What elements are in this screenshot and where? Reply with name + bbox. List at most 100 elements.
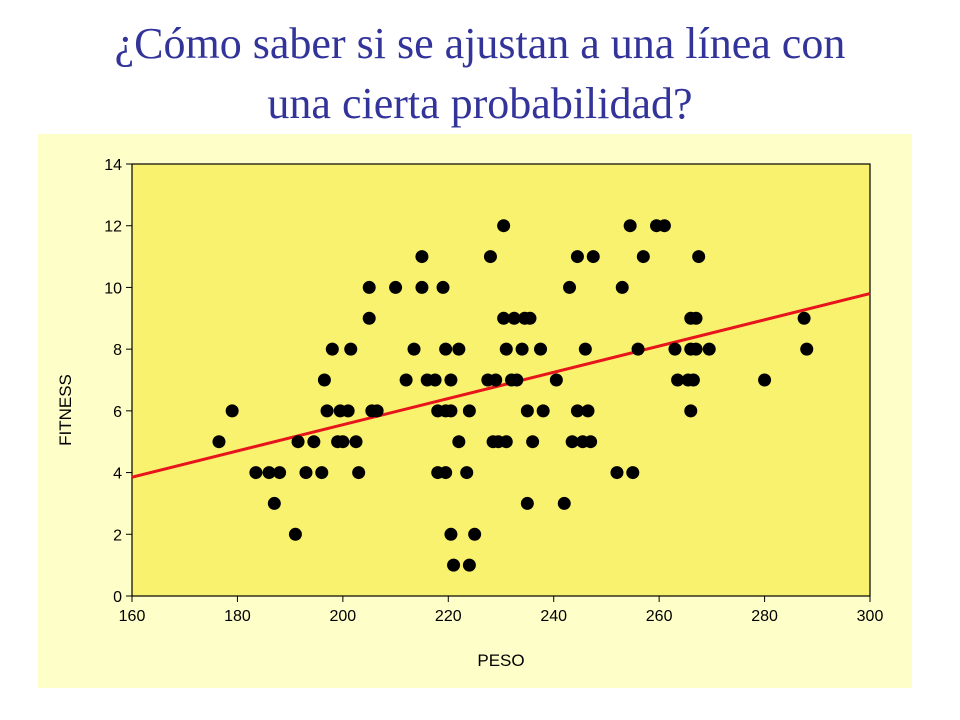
x-tick-label: 260	[646, 608, 673, 625]
x-tick-label: 220	[435, 608, 462, 625]
data-point	[407, 342, 421, 356]
trend-line	[131, 292, 871, 479]
data-point	[436, 280, 450, 294]
data-point	[684, 404, 698, 418]
x-axis-title: PESO	[477, 651, 524, 670]
data-point	[499, 435, 513, 449]
data-point	[549, 373, 563, 387]
x-tick-label: 240	[540, 608, 567, 625]
data-point	[439, 342, 453, 356]
data-point	[288, 527, 302, 541]
data-point	[447, 558, 461, 572]
data-point	[515, 342, 529, 356]
data-point	[668, 342, 682, 356]
y-tick-label: 10	[104, 280, 122, 297]
x-tick-label: 280	[751, 608, 778, 625]
data-point	[520, 404, 534, 418]
data-point	[631, 342, 645, 356]
data-point	[510, 373, 524, 387]
data-point	[692, 250, 706, 264]
data-point	[797, 311, 811, 325]
scatter-chart: 160 180 200 220 240 260 280 300 0 2 4 6 8 10 12 14 PESO F…	[56, 157, 884, 670]
data-point	[586, 250, 600, 264]
data-point	[520, 496, 534, 510]
data-point	[578, 342, 592, 356]
data-point	[536, 404, 550, 418]
x-tick-label: 300	[857, 608, 884, 625]
data-point	[452, 342, 466, 356]
data-point	[317, 373, 331, 387]
data-point	[497, 219, 511, 233]
data-point	[428, 373, 442, 387]
y-axis-title: FITNESS	[56, 374, 75, 446]
data-point	[489, 373, 503, 387]
data-point	[389, 280, 403, 294]
data-point	[439, 466, 453, 480]
data-point	[325, 342, 339, 356]
data-point	[315, 466, 329, 480]
chart-panel: 160 180 200 220 240 260 280 300 0 2 4 6 8 10 12 14 PESO F…	[38, 134, 912, 688]
data-point	[399, 373, 413, 387]
slide-title: ¿Cómo saber si se ajustan a una línea co…	[0, 14, 960, 134]
x-tick-label: 180	[224, 608, 251, 625]
y-tick-label: 8	[113, 342, 122, 359]
data-point	[610, 466, 624, 480]
x-tick-label: 200	[330, 608, 357, 625]
data-point	[581, 404, 595, 418]
data-point	[362, 311, 376, 325]
data-point	[462, 558, 476, 572]
slide-title-line-2: una cierta probabilidad?	[267, 79, 693, 128]
data-point	[507, 311, 521, 325]
data-point	[291, 435, 305, 449]
data-point	[689, 342, 703, 356]
data-point	[563, 280, 577, 294]
data-point	[370, 404, 384, 418]
data-point	[636, 250, 650, 264]
data-point	[483, 250, 497, 264]
data-point	[349, 435, 363, 449]
data-point	[415, 250, 429, 264]
data-point	[497, 311, 511, 325]
data-point	[565, 435, 579, 449]
data-point	[262, 466, 276, 480]
data-point	[212, 435, 226, 449]
data-point	[584, 435, 598, 449]
data-point	[320, 404, 334, 418]
data-point	[344, 342, 358, 356]
data-point	[526, 435, 540, 449]
data-point	[689, 311, 703, 325]
data-point	[523, 311, 537, 325]
data-point	[336, 435, 350, 449]
data-point	[570, 250, 584, 264]
data-point	[570, 404, 584, 418]
data-point	[623, 219, 637, 233]
data-point	[307, 435, 321, 449]
x-tick-label: 160	[119, 608, 146, 625]
data-point	[702, 342, 716, 356]
data-point	[273, 466, 287, 480]
data-point	[362, 280, 376, 294]
data-point	[267, 496, 281, 510]
data-point	[800, 342, 814, 356]
data-point	[468, 527, 482, 541]
data-point	[671, 373, 685, 387]
data-point	[657, 219, 671, 233]
y-tick-label: 14	[104, 157, 122, 174]
y-tick-label: 4	[113, 466, 122, 483]
y-tick-label: 2	[113, 527, 122, 544]
y-tick-label: 6	[113, 404, 122, 421]
data-point	[686, 373, 700, 387]
data-point	[499, 342, 513, 356]
data-point	[249, 466, 263, 480]
data-point	[758, 373, 772, 387]
data-point	[557, 496, 571, 510]
data-point	[352, 466, 366, 480]
data-point	[626, 466, 640, 480]
data-point	[444, 404, 458, 418]
data-point	[460, 466, 474, 480]
data-point	[415, 280, 429, 294]
y-tick-label: 0	[113, 589, 122, 606]
data-point	[615, 280, 629, 294]
slide-title-line-1: ¿Cómo saber si se ajustan a una línea co…	[114, 19, 846, 68]
data-point	[299, 466, 313, 480]
